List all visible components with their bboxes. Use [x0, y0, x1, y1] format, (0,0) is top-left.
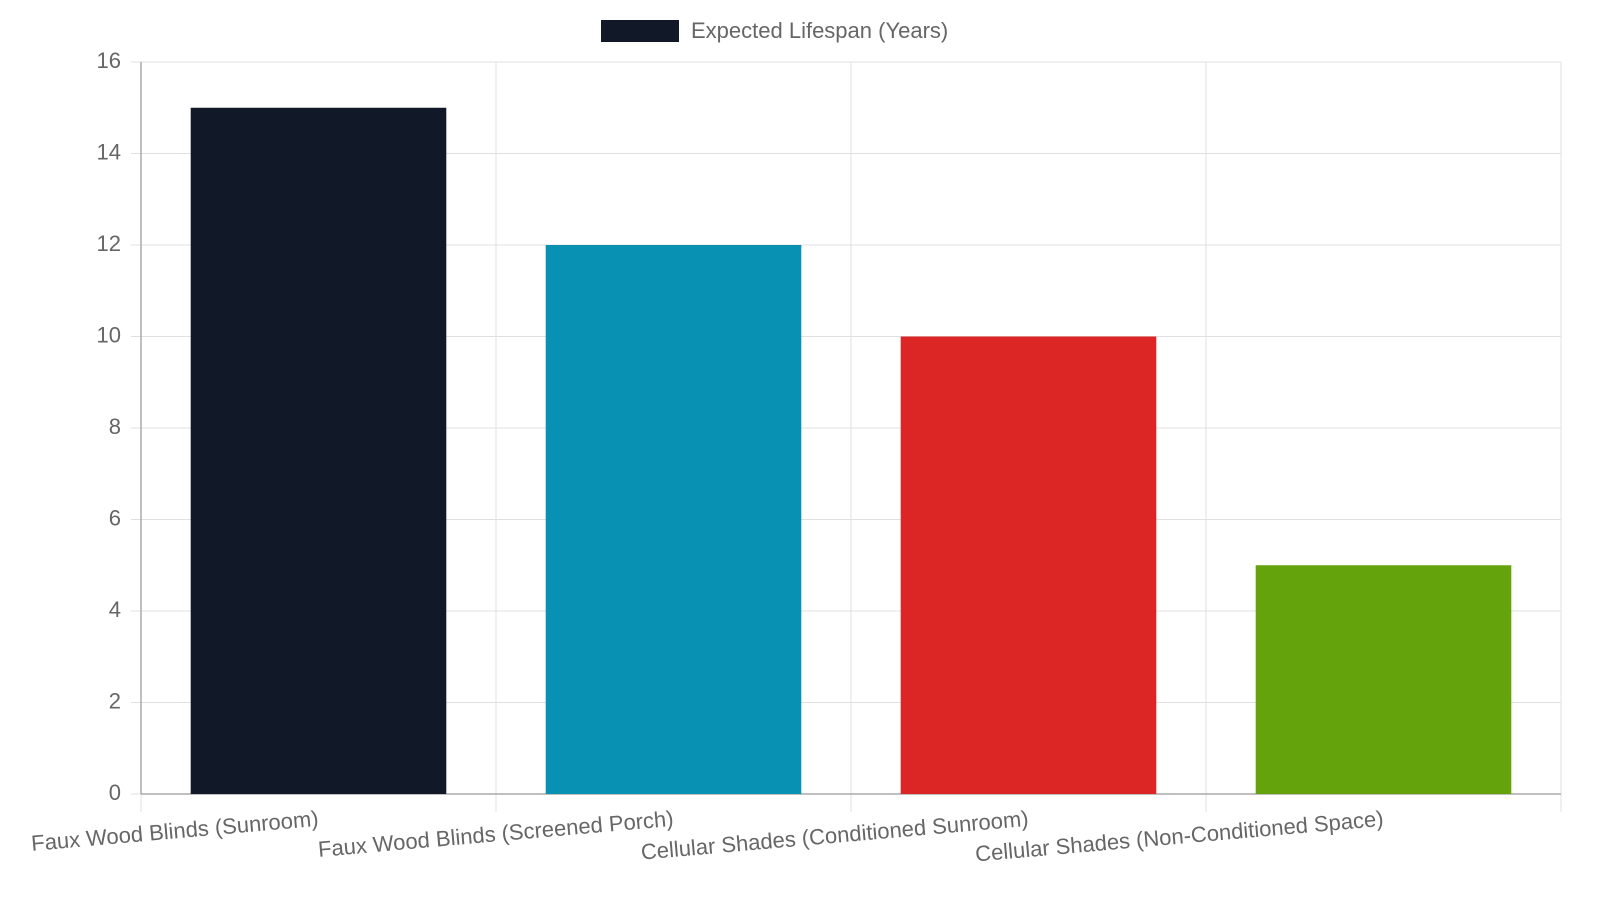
y-tick-label: 2 [109, 688, 121, 713]
legend: Expected Lifespan (Years) [601, 18, 948, 43]
x-tick-label: Faux Wood Blinds (Screened Porch) [317, 806, 674, 862]
bar [900, 336, 1157, 794]
bar [190, 107, 447, 794]
bar [1255, 565, 1512, 794]
y-tick-label: 0 [109, 780, 121, 805]
y-tick-label: 10 [97, 322, 121, 347]
y-tick-label: 8 [109, 414, 121, 439]
x-tick-label: Cellular Shades (Conditioned Sunroom) [640, 806, 1030, 865]
y-tick-label: 12 [97, 231, 121, 256]
x-tick-label: Cellular Shades (Non-Conditioned Space) [974, 806, 1384, 867]
y-tick-label: 4 [109, 597, 121, 622]
legend-label: Expected Lifespan (Years) [691, 18, 948, 43]
legend-swatch [601, 20, 679, 42]
y-tick-label: 14 [97, 139, 121, 164]
x-tick-label: Faux Wood Blinds (Sunroom) [30, 806, 319, 856]
bar [545, 245, 802, 794]
y-tick-label: 6 [109, 505, 121, 530]
y-tick-label: 16 [97, 48, 121, 73]
